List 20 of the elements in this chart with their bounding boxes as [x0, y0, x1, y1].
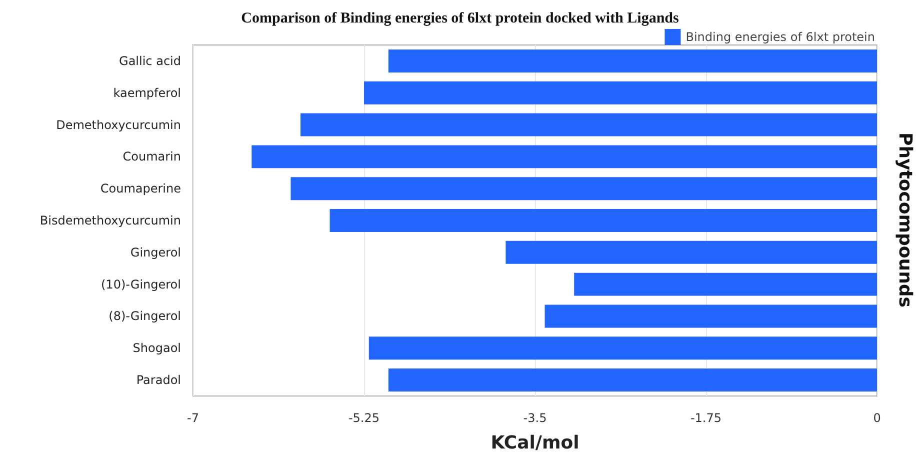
- y-tick-label: Coumaperine: [100, 182, 181, 196]
- y-tick-label: kaempferol: [113, 86, 181, 100]
- y-tick-label: (10)-Gingerol: [101, 277, 181, 292]
- x-tick-label: -3.5: [523, 411, 547, 425]
- y-tick-label: Coumarin: [122, 150, 181, 164]
- y-tick-label: Gallic acid: [119, 54, 181, 68]
- x-axis-title: KCal/mol: [490, 432, 580, 454]
- y-tick-label: Gingerol: [130, 245, 181, 260]
- y-tick-label: (8)-Gingerol: [108, 309, 181, 324]
- y-tick-label: Shogaol: [132, 341, 181, 356]
- y-axis-title: Phytocompounds: [894, 132, 916, 308]
- x-tick-label: -7: [187, 411, 199, 425]
- legend-label: Binding energies of 6lxt protein: [686, 30, 875, 44]
- x-tick-label: -1.75: [690, 411, 722, 425]
- chart-title: Comparison of Binding energies of 6lxt protein docked with Ligands: [241, 10, 679, 26]
- y-tick-label: Paradol: [136, 373, 181, 388]
- x-tick-label: -5.25: [348, 411, 380, 425]
- y-tick-label: Bisdemethoxycurcumin: [40, 214, 181, 228]
- x-tick-label: 0: [873, 411, 881, 425]
- y-tick-label: Demethoxycurcumin: [56, 118, 181, 132]
